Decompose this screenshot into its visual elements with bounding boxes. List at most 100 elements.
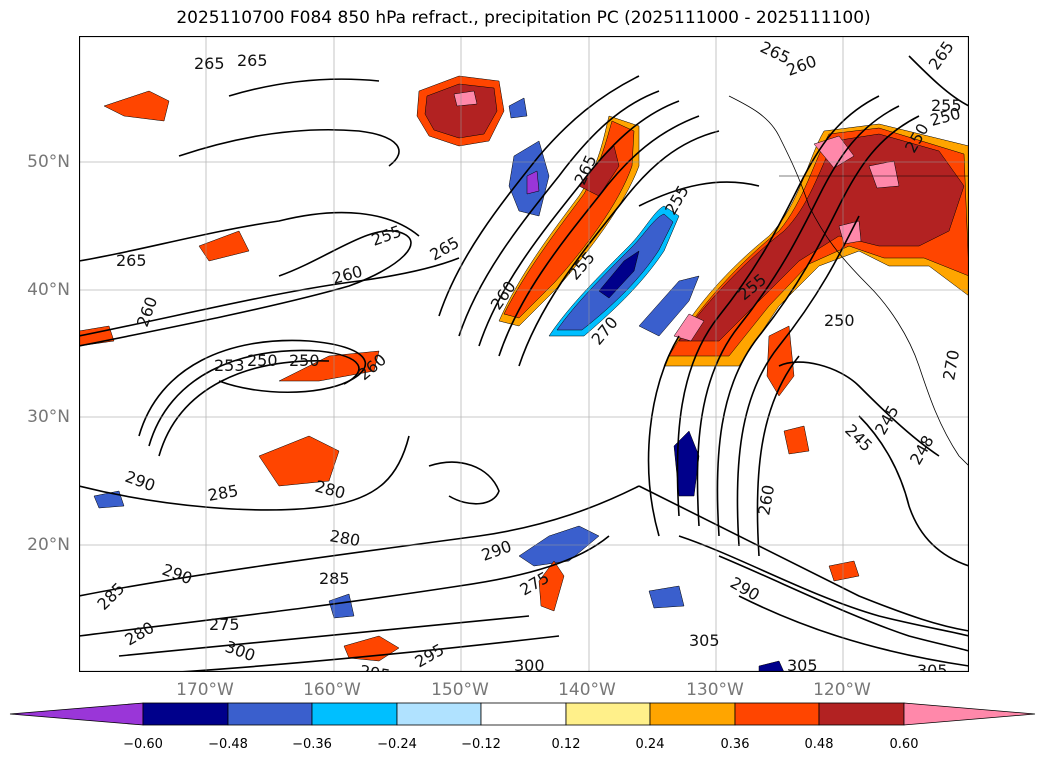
contour-15 xyxy=(518,130,720,367)
precip-shading xyxy=(79,75,969,672)
contour-20 xyxy=(736,215,860,547)
contour-26 xyxy=(738,595,969,667)
lon-label-160w: 160°W xyxy=(303,680,361,700)
contour-label: 305 xyxy=(689,631,720,650)
shade-cell-a xyxy=(103,90,170,122)
contour-label: 295 xyxy=(358,661,391,672)
colorbar-seg-2 xyxy=(227,702,313,726)
contour-24 xyxy=(678,535,969,637)
map-frame xyxy=(79,36,969,672)
contour-13 xyxy=(478,100,680,347)
contour-label: 305 xyxy=(787,656,818,672)
shade-cell-i xyxy=(783,425,810,455)
contour-3 xyxy=(79,211,420,262)
shade-blue-band-dark xyxy=(598,250,640,299)
contour-22 xyxy=(647,335,680,537)
contour-label: 250 xyxy=(824,311,855,330)
contour-label: 255 xyxy=(931,96,962,115)
contour-28 xyxy=(858,415,969,567)
contour-label: 265 xyxy=(237,51,268,70)
colorbar-seg-7 xyxy=(649,702,736,726)
colorbar-tick: 0.60 xyxy=(889,737,919,752)
contour-18 xyxy=(696,105,900,527)
colorbar xyxy=(9,702,1036,726)
lat-label-20n: 20°N xyxy=(27,535,70,555)
contour-25 xyxy=(718,555,969,652)
colorbar-seg-3 xyxy=(311,702,398,726)
contour-12 xyxy=(458,90,660,337)
contour-9 xyxy=(79,535,610,637)
colorbar-tick: 0.12 xyxy=(551,737,581,752)
shade-cell-l xyxy=(758,660,785,672)
contour-8 xyxy=(79,485,640,597)
lon-label-140w: 140°W xyxy=(558,680,616,700)
contour-label: 265 xyxy=(116,251,147,270)
shade-cell-d xyxy=(766,325,795,397)
shade-blue-midcoast xyxy=(638,275,700,337)
colorbar-tick: −0.48 xyxy=(208,737,248,752)
colorbar-seg-4 xyxy=(396,702,482,726)
colorbar-seg-9 xyxy=(818,702,905,726)
contour-21 xyxy=(756,355,800,557)
contour-2 xyxy=(79,230,412,347)
contour-29 xyxy=(178,128,400,167)
graticule xyxy=(79,36,969,672)
refractivity-contours xyxy=(79,55,969,672)
contour-label: 250 xyxy=(247,351,278,370)
contour-1 xyxy=(79,257,460,337)
contour-30 xyxy=(228,78,380,97)
lat-label-30n: 30°N xyxy=(27,407,70,427)
contour-label: 300 xyxy=(514,656,545,672)
colorbar-seg-5 xyxy=(480,702,567,726)
lat-label-50n: 50°N xyxy=(27,152,70,172)
contour-19 xyxy=(716,115,920,537)
contour-label: 250 xyxy=(289,351,320,370)
contour-4 xyxy=(138,339,367,437)
contour-11 xyxy=(178,635,560,672)
map-panel: 265 265 265 260 255 250 265 255 265 265 … xyxy=(79,36,969,672)
colorbar-tick: −0.12 xyxy=(461,737,501,752)
coastline xyxy=(728,95,969,467)
lon-label-170w: 170°W xyxy=(176,680,234,700)
contour-label: 253 xyxy=(214,356,245,375)
colorbar-tick: −0.36 xyxy=(292,737,332,752)
contour-7 xyxy=(79,435,410,511)
contour-32 xyxy=(638,181,760,207)
contour-label: 265 xyxy=(194,54,225,73)
contour-6 xyxy=(158,360,330,457)
contour-16 xyxy=(438,75,640,317)
lon-label-130w: 130°W xyxy=(686,680,744,700)
colorbar-segments xyxy=(9,702,1036,726)
colorbar-extend-low xyxy=(9,702,144,726)
contour-33 xyxy=(908,55,969,107)
shade-west-coast-pink-1 xyxy=(673,313,705,342)
contour-label: 285 xyxy=(319,569,350,588)
shade-cell-k xyxy=(508,97,528,119)
contour-10 xyxy=(118,615,530,657)
shade-cell-f xyxy=(538,560,565,612)
map-title: 2025110700 F084 850 hPa refract., precip… xyxy=(176,8,871,28)
colorbar-tick: 0.36 xyxy=(720,737,750,752)
shade-purple-nw xyxy=(526,170,540,195)
shade-blue-south xyxy=(518,525,600,567)
shade-cell-n xyxy=(328,593,355,619)
colorbar-extend-high xyxy=(903,702,1036,726)
colorbar-seg-1 xyxy=(142,702,229,726)
contour-14 xyxy=(498,115,700,357)
contour-label: 305 xyxy=(917,661,948,672)
contour-17 xyxy=(676,95,880,517)
shade-nw-cell-pink xyxy=(453,90,478,107)
contour-23 xyxy=(638,485,969,632)
contour-27 xyxy=(778,361,940,457)
lon-label-150w: 150°W xyxy=(431,680,489,700)
shade-cell-m xyxy=(648,585,685,609)
colorbar-tick: 0.24 xyxy=(635,737,665,752)
colorbar-tick: −0.60 xyxy=(123,737,163,752)
contour-31 xyxy=(428,461,500,505)
lon-label-120w: 120°W xyxy=(813,680,871,700)
lat-label-40n: 40°N xyxy=(27,280,70,300)
contour-5 xyxy=(148,349,360,447)
colorbar-seg-6 xyxy=(565,702,651,726)
shade-cell-g xyxy=(828,560,860,582)
colorbar-seg-8 xyxy=(734,702,820,726)
